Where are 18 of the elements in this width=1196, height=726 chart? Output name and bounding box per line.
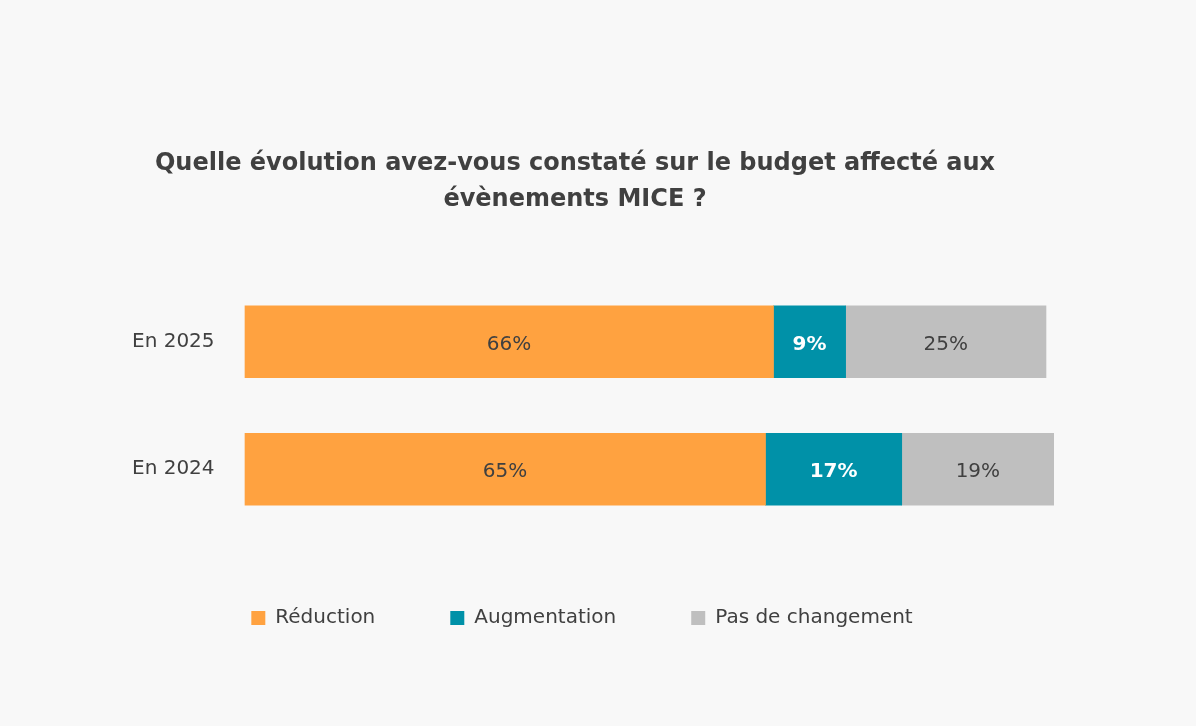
bar [244,305,774,379]
bar [901,432,1054,506]
bar [845,305,1047,379]
legend-label: Réduction [275,604,376,629]
y-tick-label: En 2025 [131,327,215,352]
data-label: 25% [923,330,969,355]
y-tick-label: En 2024 [131,455,215,480]
legend-label: Pas de changement [715,604,913,629]
bar [244,432,766,506]
bar [773,305,846,379]
data-label: 66% [486,330,532,355]
data-label: 19% [955,458,1001,483]
legend-label: Augmentation [474,604,617,629]
data-label: 17% [809,458,858,483]
bar [765,432,903,506]
data-label: 65% [482,458,528,483]
chart-title: Quelle évolution avez-vous constaté sur le budget affecté aux évènements MICE ? [153,147,997,214]
data-label: 9% [792,330,827,355]
